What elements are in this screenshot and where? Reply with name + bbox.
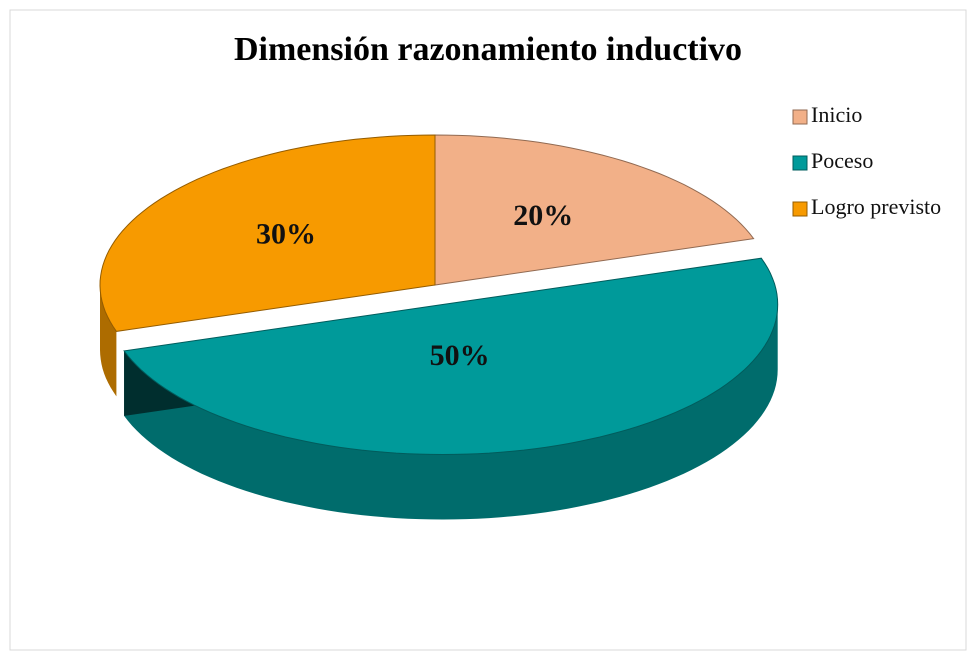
- data-label: 20%: [513, 199, 573, 232]
- legend-label: Logro previsto: [811, 194, 941, 219]
- slice-side: [124, 304, 778, 520]
- chart-title: Dimensión razonamiento inductivo: [234, 31, 742, 68]
- legend-marker: [792, 109, 808, 125]
- data-label: 30%: [256, 217, 316, 250]
- legend-label: Poceso: [811, 148, 873, 173]
- slice: [434, 134, 755, 286]
- legend-marker: [792, 201, 808, 217]
- slice: [123, 257, 779, 456]
- legend-label: Inicio: [811, 102, 862, 127]
- slice: [99, 134, 436, 332]
- legend-marker: [792, 155, 808, 171]
- slice-side: [100, 285, 117, 397]
- data-label: 50%: [430, 339, 490, 372]
